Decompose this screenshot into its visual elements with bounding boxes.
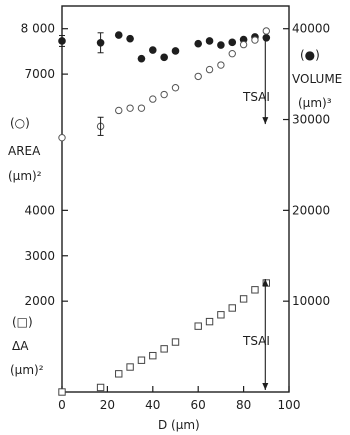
- delta-area-point: [251, 286, 259, 294]
- delta-unit-label: (µm)²: [10, 363, 44, 377]
- delta-area-point: [126, 363, 134, 371]
- right-tick-label: 10000: [292, 294, 330, 308]
- volume-unit-label: (µm)³: [298, 96, 332, 110]
- area-point: [137, 104, 146, 112]
- data-marks: [58, 27, 271, 396]
- tsai-delta-arrow-head-down: [262, 383, 269, 390]
- right-tick-label: 30000: [292, 113, 330, 127]
- axis-ticks: 0 20 40 60 80 100 2000 3000 4000 7000 8 000 40000 30…: [21, 22, 331, 412]
- left-tick-label: 4000: [24, 203, 55, 217]
- area-point: [251, 36, 259, 44]
- area-point: [205, 65, 214, 74]
- area-point: [171, 84, 180, 92]
- left-tick-label: 7000: [24, 67, 55, 81]
- left-tick-label: 3000: [24, 249, 55, 263]
- delta-area-point: [228, 304, 236, 312]
- x-tick-label: 0: [58, 398, 66, 412]
- volume-point: [171, 47, 180, 55]
- tsai-annotation-delta: TSAI: [242, 334, 270, 348]
- volume-point: [114, 31, 123, 39]
- area-point: [228, 49, 236, 58]
- volume-point: [262, 33, 271, 42]
- delta-area-point: [239, 295, 248, 303]
- delta-name-label: ΔA: [12, 339, 29, 353]
- area-point: [194, 72, 202, 81]
- plot-border: [61, 5, 290, 393]
- volume-point: [160, 53, 168, 62]
- right-tick-label: 20000: [292, 203, 330, 217]
- tsai-volume-arrow-head-down: [262, 117, 269, 125]
- area-point: [58, 133, 66, 142]
- volume-point: [194, 39, 202, 48]
- x-tick-label: 60: [191, 398, 206, 412]
- delta-symbol-label: (□): [12, 315, 33, 329]
- delta-area-point: [160, 345, 168, 353]
- tsai-delta-arrow-head-up: [262, 279, 269, 287]
- right-tick-label: 40000: [292, 22, 330, 36]
- plot-frame: [61, 5, 290, 393]
- area-point: [115, 106, 123, 115]
- area-point: [126, 104, 134, 112]
- volume-point: [126, 34, 134, 43]
- area-point: [149, 95, 157, 103]
- area-symbol-label: (○): [10, 116, 30, 130]
- delta-area-point: [137, 356, 146, 364]
- delta-area-point: [115, 370, 123, 378]
- x-tick-label: 40: [145, 398, 160, 412]
- delta-area-point: [149, 351, 157, 360]
- area-point: [160, 90, 168, 99]
- delta-area-point: [96, 383, 105, 392]
- x-axis-label: D (µm): [158, 418, 200, 432]
- left-tick-label: 8 000: [21, 22, 55, 36]
- delta-area-point: [217, 311, 225, 319]
- delta-area-point: [58, 388, 66, 396]
- volume-point: [217, 41, 225, 49]
- tsai-arrows: [262, 35, 269, 390]
- tsai-annotation-volume: TSAI: [242, 90, 270, 104]
- x-tick-label: 80: [236, 398, 251, 412]
- area-unit-label: (µm)²: [8, 169, 42, 183]
- area-point: [239, 40, 248, 49]
- area-name-label: AREA: [8, 144, 41, 158]
- volume-point: [228, 38, 237, 47]
- volume-point: [149, 46, 157, 54]
- delta-area-point: [205, 317, 214, 326]
- x-tick-label: 100: [278, 398, 301, 412]
- volume-point: [205, 37, 214, 45]
- delta-area-point: [194, 322, 202, 330]
- axis-labels: (○) AREA (µm)² (□) ΔA (µm)² (●) VOLUME (…: [8, 48, 342, 432]
- left-tick-label: 2000: [24, 294, 55, 308]
- area-point: [217, 61, 225, 69]
- area-point: [262, 27, 270, 35]
- volume-name-label: VOLUME: [292, 72, 342, 86]
- volume-point: [137, 54, 146, 63]
- volume-symbol-label: (●): [300, 48, 320, 62]
- delta-area-point: [171, 338, 180, 346]
- x-tick-label: 20: [100, 398, 115, 412]
